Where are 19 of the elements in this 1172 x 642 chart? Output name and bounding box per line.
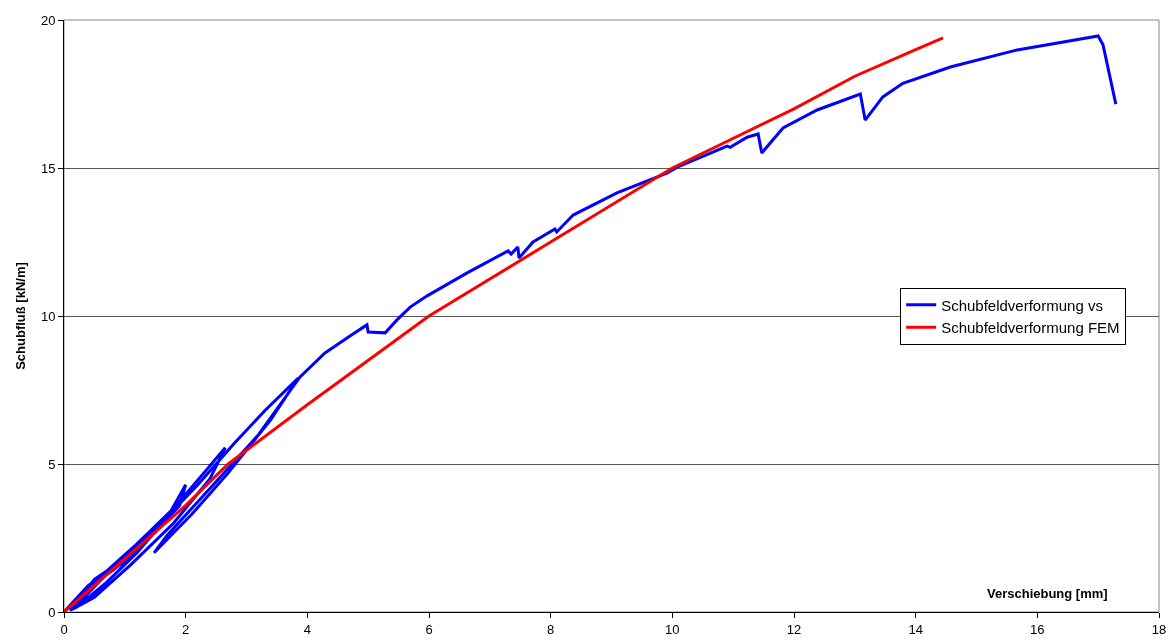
x-tick-label: 18 [1151,621,1167,637]
legend-label: Schubfeldverformung vs [941,296,1103,314]
x-tick-label: 0 [60,621,68,637]
x-tick-label: 4 [303,621,311,637]
x-tick-label: 16 [1030,621,1045,637]
legend-label: Schubfeldverformung FEM [941,319,1120,337]
x-tick-label: 2 [182,621,190,637]
y-tick-label: 20 [40,12,56,28]
x-tick-label: 6 [425,621,433,637]
x-tick-label: 10 [665,621,680,637]
y-tick-label: 15 [40,160,56,176]
y-tick-label: 0 [48,604,56,620]
x-tick-label: 14 [908,621,923,637]
x-tick-label: 8 [547,621,555,637]
y-axis-title: Schubfluß [kN/m] [12,262,28,370]
y-tick-label: 10 [40,308,56,324]
x-axis-title: Verschiebung [mm] [987,586,1108,601]
x-tick-label: 12 [786,621,802,637]
y-tick-label: 5 [48,456,56,472]
